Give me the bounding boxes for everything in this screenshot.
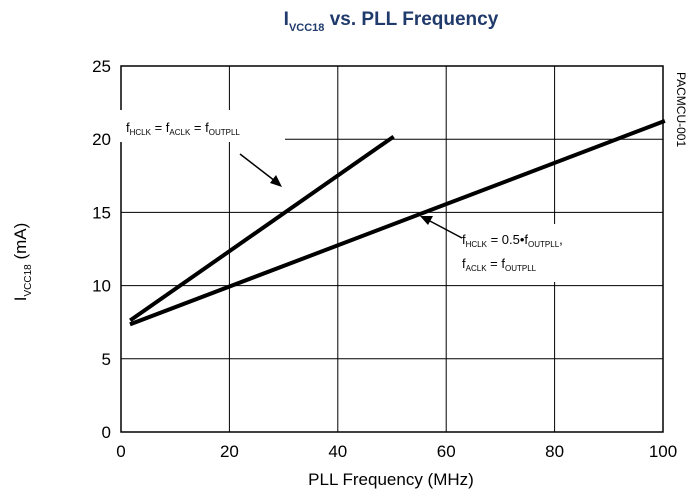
grid	[120, 65, 664, 433]
x-tick-label: 0	[116, 442, 125, 461]
annotation-2-background	[456, 224, 628, 282]
y-tick-labels: 0 5 10 15 20 25	[92, 57, 111, 442]
x-tick-label: 80	[545, 442, 564, 461]
x-tick-label: 60	[437, 442, 456, 461]
x-tick-label: 40	[328, 442, 347, 461]
x-tick-label: 20	[220, 442, 239, 461]
y-axis-label-rest: (mA)	[11, 223, 30, 265]
x-axis-label: PLL Frequency (MHz)	[308, 470, 474, 489]
y-axis-label: IVCC18 (mA)	[11, 223, 34, 302]
y-axis-label-subscript: VCC18	[23, 264, 34, 297]
x-tick-label: 100	[649, 442, 677, 461]
y-axis-label-main: I	[11, 297, 30, 302]
chart-title: IVCC18 vs. PLL Frequency	[284, 9, 499, 34]
series	[129, 119, 666, 327]
series-line-1	[129, 134, 395, 323]
figure-code: PACMCU-001	[674, 72, 688, 147]
annotation-1: fHCLK = fACLK = fOUTPLL	[126, 120, 240, 137]
y-tick-label: 20	[92, 130, 111, 149]
annotation-2-arrow	[420, 216, 463, 239]
y-tick-label: 0	[102, 423, 111, 442]
annotation-1-background	[119, 110, 285, 142]
chart-title-rest: vs. PLL Frequency	[324, 9, 498, 30]
y-tick-label: 5	[102, 350, 111, 369]
annotation-2-row-1: fHCLK = 0.5•fOUTPLL,	[462, 232, 563, 249]
x-tick-labels: 0 20 40 60 80 100	[116, 442, 677, 461]
chart-title-main: I	[284, 9, 289, 30]
annotation-2-row-2: fACLK = fOUTPLL	[462, 256, 537, 273]
series-line-2	[129, 119, 666, 327]
plot-frame	[120, 65, 664, 433]
chart-title-subscript: VCC18	[289, 22, 324, 34]
y-tick-label: 15	[92, 203, 111, 222]
y-tick-label: 10	[92, 277, 111, 296]
annotation-1-arrow	[239, 153, 282, 187]
y-tick-label: 25	[92, 57, 111, 76]
